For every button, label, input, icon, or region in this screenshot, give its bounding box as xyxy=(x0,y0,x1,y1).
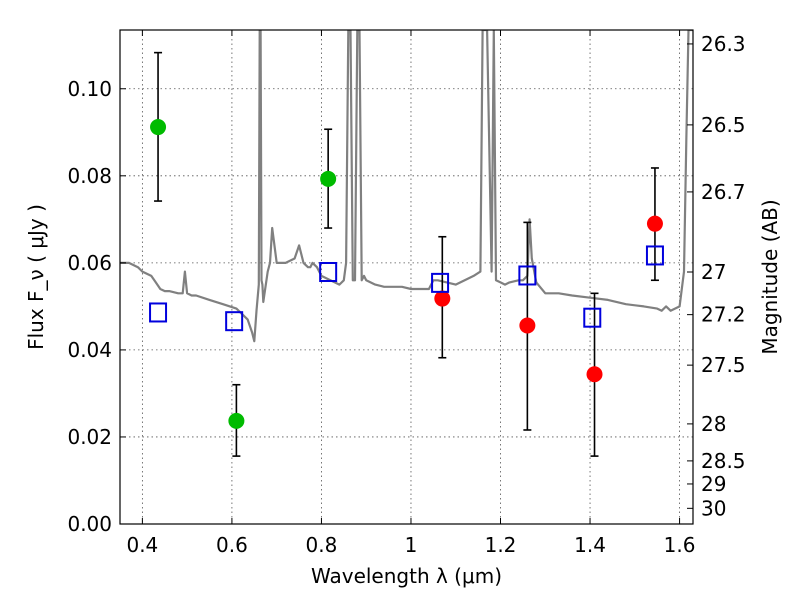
data-point xyxy=(519,317,536,334)
data-point xyxy=(434,290,451,307)
plot-frame xyxy=(119,29,694,525)
right-tick-label: 27.5 xyxy=(701,353,746,377)
data-points-layer xyxy=(149,51,664,457)
grid-layer xyxy=(120,30,693,524)
model-point xyxy=(518,265,537,286)
y-tick-label: 0.00 xyxy=(67,512,112,536)
right-tick-label: 26.5 xyxy=(701,113,746,137)
y-tick-label: 0.02 xyxy=(67,425,112,449)
x-axis-label: Wavelength λ (μm) xyxy=(311,564,502,588)
x-tick-label: 1.6 xyxy=(664,533,696,557)
model-point xyxy=(319,261,338,282)
x-tick-label: 0.4 xyxy=(126,533,158,557)
right-axis-label: Magnitude (AB) xyxy=(758,199,782,354)
data-point xyxy=(150,119,167,136)
right-tick-label: 28 xyxy=(701,412,726,436)
x-tick-label: 0.6 xyxy=(216,533,248,557)
y-tick-label: 0.04 xyxy=(67,338,112,362)
x-tick-label: 1.4 xyxy=(574,533,606,557)
model-point xyxy=(149,302,168,323)
right-tick-label: 26.3 xyxy=(701,32,746,56)
data-point xyxy=(646,215,663,232)
right-tick-label: 27.2 xyxy=(701,303,746,327)
right-tick-label: 26.7 xyxy=(701,180,746,204)
right-tick-label: 27 xyxy=(701,260,726,284)
y-tick-label: 0.06 xyxy=(67,251,112,275)
right-tick-label: 28.5 xyxy=(701,449,746,473)
ticks-layer: 0.4 0.6 0.8 1 1.2 1.4 1.6 0.00 0.02 0.04 0.06 0.08 0… xyxy=(67,30,746,557)
y-tick-label: 0.08 xyxy=(67,164,112,188)
model-spectrum-layer xyxy=(120,30,693,343)
right-tick-label: 30 xyxy=(701,496,726,520)
x-tick-label: 0.8 xyxy=(306,533,338,557)
y-axis-label: Flux F_ν ( μJy ) xyxy=(24,204,48,350)
data-point xyxy=(228,412,245,429)
right-tick-label: 29 xyxy=(701,472,726,496)
x-tick-label: 1.2 xyxy=(485,533,517,557)
model-point xyxy=(431,272,450,293)
model-point xyxy=(583,307,602,328)
data-point xyxy=(586,366,603,383)
model-spectrum-line xyxy=(120,30,693,343)
y-tick-label: 0.10 xyxy=(67,77,112,101)
model-point xyxy=(225,311,244,332)
x-tick-label: 1 xyxy=(405,533,418,557)
model-point xyxy=(645,245,664,266)
data-point xyxy=(320,170,337,187)
